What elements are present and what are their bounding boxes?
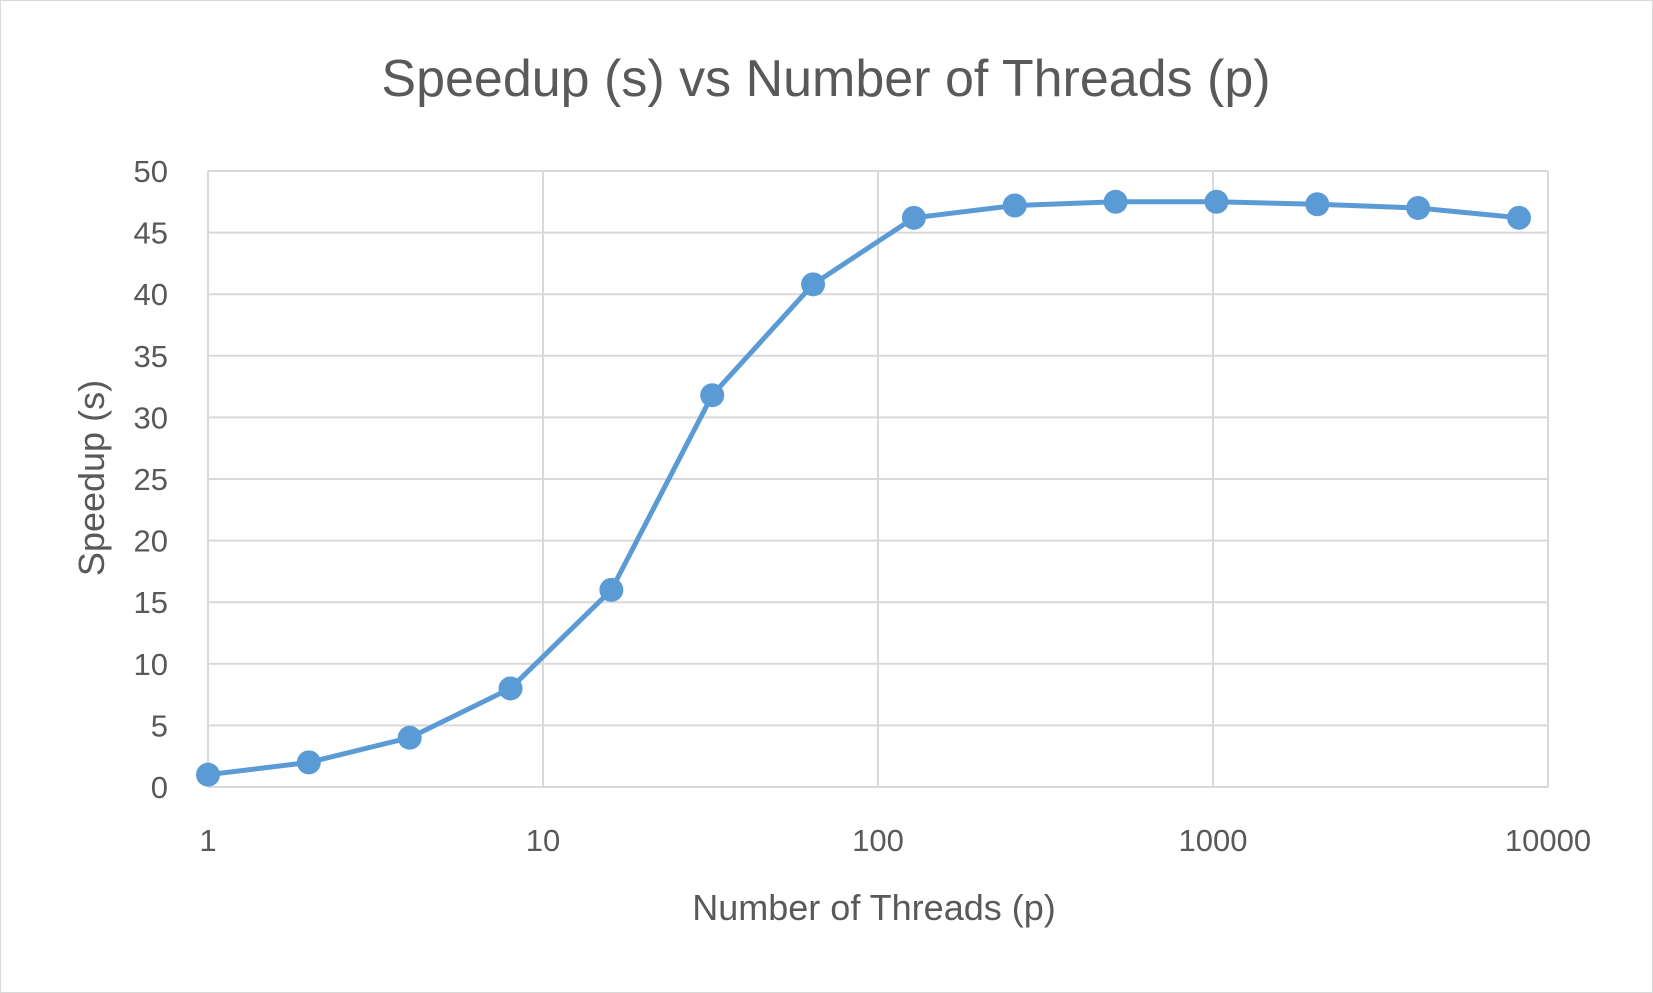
y-tick-label: 10: [134, 647, 168, 682]
y-tick-label: 50: [134, 154, 168, 189]
data-point: [498, 676, 523, 701]
data-point: [196, 762, 220, 787]
y-tick-label: 40: [134, 277, 168, 312]
data-point: [1204, 189, 1229, 214]
x-tick-label: 10000: [1505, 823, 1591, 858]
data-point: [1002, 193, 1027, 218]
y-tick-label: 20: [134, 524, 168, 559]
y-axis-title: Speedup (s): [71, 380, 112, 576]
data-point: [1103, 189, 1128, 214]
x-tick-label: 10: [526, 823, 560, 858]
data-point: [397, 725, 422, 750]
data-point: [599, 577, 624, 602]
y-tick-label: 5: [151, 708, 168, 743]
data-point: [700, 383, 725, 408]
y-tick-label: 25: [134, 462, 168, 497]
x-tick-label: 100: [852, 823, 904, 858]
data-point: [296, 750, 321, 775]
y-tick-label: 35: [134, 339, 168, 374]
data-point: [1506, 205, 1531, 230]
x-axis-ticks: 1 10 100 1000 10000: [199, 823, 1591, 858]
gridlines: [207, 170, 1549, 788]
x-tick-label: 1000: [1179, 823, 1248, 858]
y-tick-label: 30: [134, 400, 168, 435]
data-point: [1406, 195, 1431, 220]
y-tick-label: 0: [151, 770, 168, 805]
x-tick-label: 1: [199, 823, 216, 858]
y-axis-ticks: 0 5 10 15 20 25 30 35 40 45 50: [134, 154, 168, 805]
data-point: [801, 272, 826, 297]
data-point: [901, 205, 926, 230]
data-points: [196, 189, 1531, 787]
x-axis-title: Number of Threads (p): [692, 887, 1055, 928]
y-tick-label: 15: [134, 585, 168, 620]
y-tick-label: 45: [134, 216, 168, 251]
series-line: [207, 199, 1520, 778]
series-line-layer: [207, 199, 1520, 778]
data-point: [1305, 192, 1330, 217]
chart-title: Speedup (s) vs Number of Threads (p): [381, 50, 1270, 108]
